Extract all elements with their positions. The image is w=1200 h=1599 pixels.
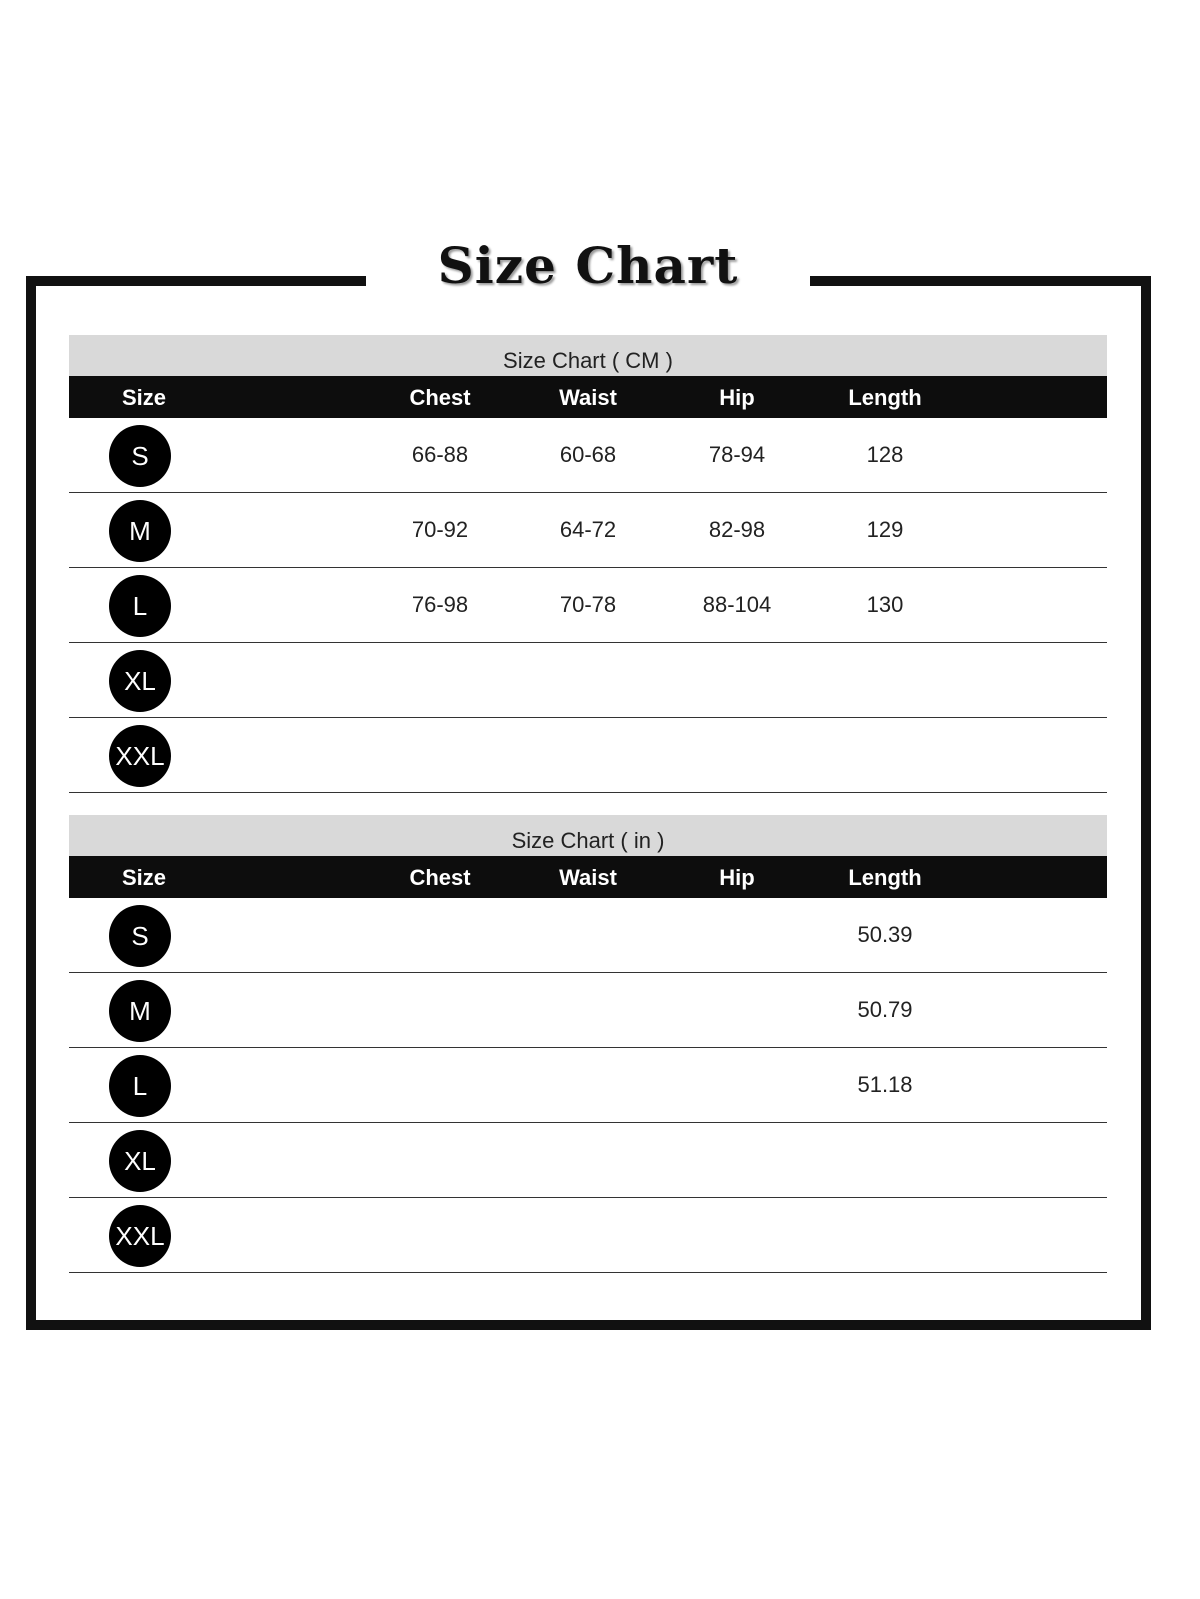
table-row: XL <box>69 643 1107 718</box>
column-header: Size <box>121 385 167 410</box>
column-header: Chest <box>409 865 471 890</box>
size-badge: XXL <box>109 725 171 787</box>
size-badge: XL <box>109 1130 171 1192</box>
size-badge: XL <box>109 650 171 712</box>
cell-length: 128 <box>866 442 904 467</box>
cell-hip: 88-104 <box>702 592 772 617</box>
table-row: M 50.79 <box>69 973 1107 1048</box>
size-table-in: Size Chart ( in ) Size Chest Waist Hip Length… <box>69 815 1107 1273</box>
cell-length: 50.39 <box>857 922 913 947</box>
column-header: Hip <box>719 865 755 890</box>
table-row: M 70-92 64-72 82-98 129 <box>69 493 1107 568</box>
table-row: S 66-88 60-68 78-94 128 <box>69 418 1107 493</box>
cell-waist: 64-72 <box>559 517 617 542</box>
column-header: Hip <box>719 385 755 410</box>
cell-length: 130 <box>866 592 904 617</box>
table-caption: Size Chart ( in ) <box>69 815 1107 856</box>
table-row: XXL <box>69 1198 1107 1273</box>
column-header: Length <box>848 385 922 410</box>
cell-length: 51.18 <box>857 1072 913 1097</box>
table-header: Size Chest Waist Hip Length <box>69 376 1107 418</box>
cell-chest: 70-92 <box>411 517 469 542</box>
size-badge: M <box>109 980 171 1042</box>
cell-waist: 70-78 <box>559 592 617 617</box>
table-row: XL <box>69 1123 1107 1198</box>
column-header: Chest <box>409 385 471 410</box>
cell-chest: 66-88 <box>411 442 469 467</box>
size-badge: L <box>109 1055 171 1117</box>
column-header: Size <box>121 865 167 890</box>
cell-length: 50.79 <box>857 997 913 1022</box>
size-badge: XXL <box>109 1205 171 1267</box>
size-table-cm: Size Chart ( CM ) Size Chest Waist Hip Length… <box>69 335 1107 793</box>
table-header: Size Chest Waist Hip Length <box>69 856 1107 898</box>
cell-waist: 60-68 <box>559 442 617 467</box>
table-row: L 51.18 <box>69 1048 1107 1123</box>
size-badge: M <box>109 500 171 562</box>
table-caption: Size Chart ( CM ) <box>69 335 1107 376</box>
column-header: Waist <box>559 865 617 890</box>
page-title: Size Chart <box>437 236 739 295</box>
cell-length: 129 <box>866 517 904 542</box>
size-badge: S <box>109 425 171 487</box>
cell-chest: 76-98 <box>411 592 469 617</box>
size-badge: S <box>109 905 171 967</box>
column-header: Waist <box>559 385 617 410</box>
table-row: L 76-98 70-78 88-104 130 <box>69 568 1107 643</box>
table-row: S 50.39 <box>69 898 1107 973</box>
table-row: XXL <box>69 718 1107 793</box>
cell-hip: 82-98 <box>708 517 766 542</box>
cell-hip: 78-94 <box>708 442 766 467</box>
column-header: Length <box>848 865 922 890</box>
size-badge: L <box>109 575 171 637</box>
